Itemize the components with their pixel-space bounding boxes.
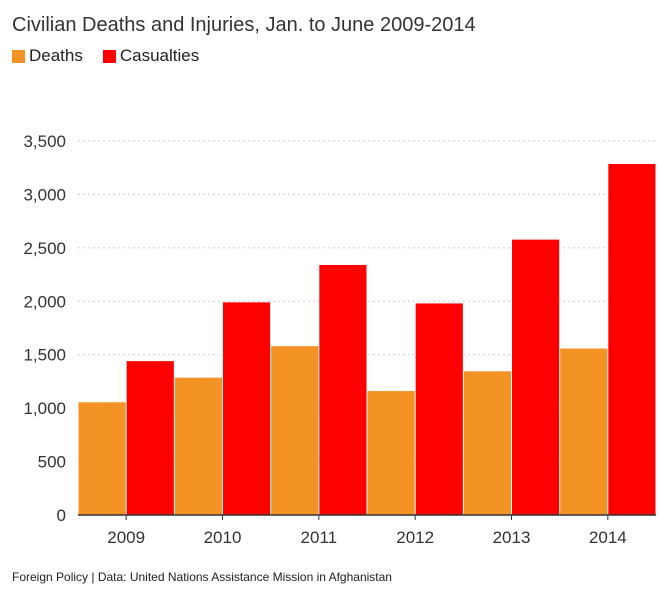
bar-casualties-2011 (319, 264, 367, 515)
bar-casualties-2009 (126, 361, 174, 515)
legend-swatch-casualties (102, 49, 116, 63)
x-tick-label: 2011 (301, 528, 338, 547)
bar-casualties-2012 (415, 303, 463, 515)
chart-title: Civilian Deaths and Injuries, Jan. to Ju… (12, 14, 476, 36)
source-note: Foreign Policy | Data: United Nations As… (12, 570, 392, 584)
bar-deaths-2012 (367, 391, 415, 515)
bar-casualties-2014 (608, 163, 656, 515)
bar-deaths-2014 (560, 348, 608, 515)
x-tick-label: 2010 (204, 528, 242, 547)
y-tick-label: 2,500 (23, 239, 66, 258)
bar-deaths-2010 (174, 377, 222, 515)
y-tick-label: 1,000 (23, 399, 66, 418)
legend: Deaths Casualties (12, 46, 199, 66)
y-tick-label: 500 (38, 453, 66, 472)
legend-item-deaths: Deaths (12, 46, 83, 66)
bar-deaths-2009 (78, 402, 126, 515)
bar-deaths-2013 (463, 371, 511, 515)
x-tick-label: 2013 (493, 528, 531, 547)
x-tick-label: 2009 (107, 528, 145, 547)
x-tick-label: 2012 (396, 528, 434, 547)
bar-casualties-2010 (223, 302, 271, 515)
y-tick-label: 1,500 (23, 346, 66, 365)
legend-label-deaths: Deaths (29, 46, 83, 65)
y-tick-label: 2,000 (23, 292, 66, 311)
legend-item-casualties: Casualties (102, 46, 200, 66)
bar-casualties-2013 (512, 239, 560, 515)
legend-label-casualties: Casualties (119, 46, 200, 65)
y-tick-label: 3,000 (23, 185, 66, 204)
y-tick-label: 0 (57, 506, 66, 525)
legend-swatch-deaths (12, 49, 25, 63)
y-tick-label: 3,500 (23, 132, 66, 151)
x-tick-label: 2014 (589, 528, 627, 547)
bar-deaths-2011 (271, 346, 319, 515)
